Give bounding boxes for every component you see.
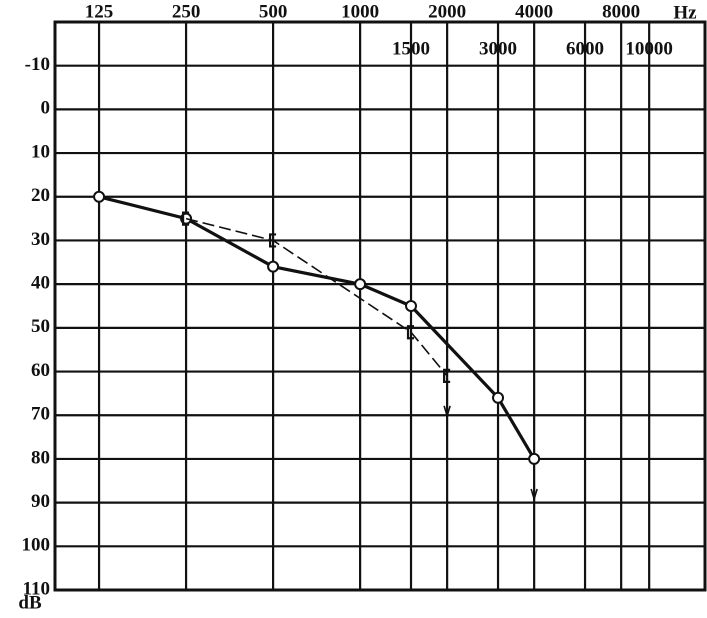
y-axis-label: dB [18,592,42,613]
y-tick-label: 0 [41,98,51,119]
y-tick-label: 20 [31,185,50,206]
y-tick-label: 100 [22,535,51,556]
marker [93,190,106,203]
plot-frame [53,20,707,592]
marker [354,278,367,291]
y-tick-label: -10 [25,54,50,75]
x-tick-label: 2000 [428,1,466,22]
x-minor-tick-label: 10000 [625,38,673,59]
marker [528,452,541,465]
y-tick-label: 110 [23,578,50,599]
y-tick-label: 40 [31,273,50,294]
y-tick-label: 80 [31,447,50,468]
y-tick-label: 10 [31,141,50,162]
y-tick-label: 30 [31,229,50,250]
marker [405,300,418,312]
x-minor-tick-label: 3000 [479,38,517,59]
x-tick-label: 500 [259,1,288,22]
y-tick-label: 60 [31,360,50,381]
x-tick-label: 1000 [341,1,379,22]
marker [406,325,415,340]
no-response-arrow [443,381,451,419]
y-tick-label: 90 [31,491,50,512]
y-tick-label: 50 [31,316,50,337]
x-tick-label: 4000 [515,1,553,22]
no-response-arrow [530,464,538,502]
x-tick-label: 250 [172,1,201,22]
series-line [185,217,448,377]
x-tick-label: 8000 [602,1,640,22]
marker [492,391,505,404]
marker [268,233,277,248]
y-tick-label: 70 [31,404,50,425]
x-minor-tick-label: 1500 [392,38,430,59]
marker [181,211,190,226]
x-axis-label: Hz [673,2,697,23]
x-tick-label: 125 [85,1,114,22]
marker [267,260,280,273]
x-minor-tick-label: 6000 [566,38,604,59]
